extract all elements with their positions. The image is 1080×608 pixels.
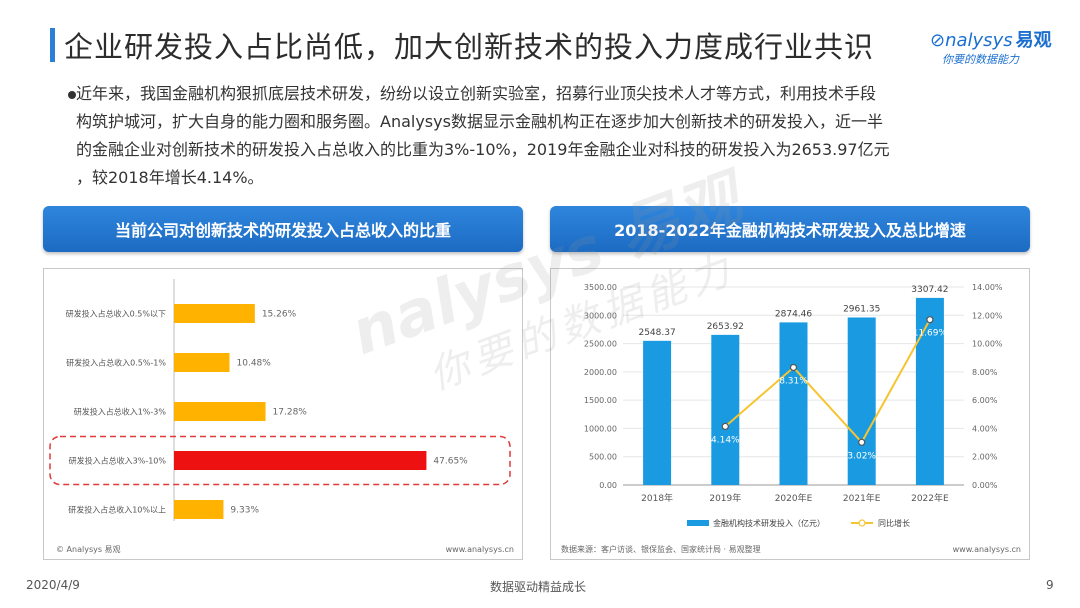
page-title: 企业研发投入占比尚低，加大创新技术的投入力度成行业共识 <box>64 30 875 64</box>
right-chart-header: 2018-2022年金融机构技术研发投入及总比增速 <box>550 206 1030 252</box>
y-tick-label: 1500.00 <box>584 396 617 405</box>
x-tick-label: 2021年E <box>843 492 881 504</box>
data-label: 17.28% <box>273 408 308 418</box>
intro-line: ，较2018年增长4.14%。 <box>76 168 264 187</box>
data-label: 10.48% <box>237 359 272 369</box>
intro-line: 的金融企业对创新技术的研发投入占总收入的比重为3%-10%，2019年金融企业对… <box>76 140 890 159</box>
source-text: 数据来源：客户访谈、银保监会、国家统计局 · 易观整理 <box>561 544 761 554</box>
data-label: 9.33% <box>230 506 259 516</box>
website-text: www.analysys.cn <box>446 545 514 554</box>
bar-value-label: 3307.42 <box>911 285 948 295</box>
growth-value-label: 3.02% <box>847 451 876 461</box>
y2-tick-label: 14.00% <box>972 283 1003 292</box>
category-label: 研发投入占总收入3%-10% <box>69 456 167 466</box>
logo-swoosh-icon: ⊘ <box>930 30 946 51</box>
copyright-text: © Analysys 易观 <box>56 545 121 554</box>
bar <box>711 334 740 485</box>
logo-cn: 易观 <box>1015 30 1052 51</box>
highlight-box <box>49 435 511 486</box>
growth-point <box>789 363 798 372</box>
x-tick-label: 2020年E <box>775 492 813 504</box>
intro-line: 构筑护城河，扩大自身的能力圈和服务圈。Analysys数据显示金融机构正在逐步加… <box>76 112 883 131</box>
y2-tick-label: 0.00% <box>972 481 998 490</box>
left-chart-panel: 研发投入占总收入0.5%以下 15.26% 研发投入占总收入0.5%-1% 10.48… <box>43 268 523 560</box>
y-tick-label: 0.00 <box>599 481 617 490</box>
footer-date: 2020/4/9 <box>26 578 80 592</box>
intro-line: 近年来，我国金融机构狠抓底层技术研发，纷纷以设立创新实验室，招募行业顶尖技术人才… <box>76 84 877 103</box>
page-number: 9 <box>1046 578 1054 592</box>
data-label: 47.65% <box>433 457 468 467</box>
data-label: 15.26% <box>262 310 297 320</box>
bar <box>847 317 876 485</box>
legend-bar-label: 金融机构技术研发投入（亿元） <box>713 518 825 528</box>
y-tick-label: 500.00 <box>589 453 617 462</box>
logo-text: nalysys <box>945 30 1013 51</box>
y2-tick-label: 2.00% <box>972 453 998 462</box>
y-tick-label: 3000.00 <box>584 311 617 320</box>
logo-slogan: 你要的数据能力 <box>942 53 1019 66</box>
growth-value-label: 11.69% <box>913 329 948 339</box>
bar <box>174 304 255 323</box>
growth-line <box>724 319 931 444</box>
y-tick-label: 1000.00 <box>584 424 617 433</box>
website-text: www.analysys.cn <box>953 545 1021 554</box>
bar <box>174 500 224 519</box>
investment-share-bar-chart: 研发投入占总收入0.5%以下 15.26% 研发投入占总收入0.5%-1% 10.48… <box>49 279 514 554</box>
logo-wordmark: ⊘nalysys 易观 <box>930 26 1052 52</box>
left-chart-header: 当前公司对创新技术的研发投入占总收入的比重 <box>43 206 523 252</box>
legend-line-marker <box>858 519 866 527</box>
y2-tick-label: 8.00% <box>972 368 998 377</box>
y-tick-label: 2000.00 <box>584 368 617 377</box>
bar <box>174 402 266 421</box>
bar-value-label: 2961.35 <box>843 304 880 314</box>
category-label: 研发投入占总收入0.5%以下 <box>66 309 166 319</box>
title-accent-bar <box>50 28 55 62</box>
bar <box>915 297 944 485</box>
right-chart-panel: 0.00 500.00 1000.00 1500.00 2000.00 2500.00 30… <box>550 268 1030 560</box>
y-tick-label: 3500.00 <box>584 283 617 292</box>
category-label: 研发投入占总收入0.5%-1% <box>66 358 166 368</box>
bar-value-label: 2653.92 <box>707 322 744 332</box>
bar <box>174 353 230 372</box>
investment-trend-combo-chart: 0.00 500.00 1000.00 1500.00 2000.00 2500.00 30… <box>561 283 1021 554</box>
y2-tick-label: 6.00% <box>972 396 998 405</box>
growth-point <box>721 422 729 431</box>
growth-point <box>926 316 934 324</box>
category-label: 研发投入占总收入1%-3% <box>74 407 167 417</box>
bar <box>643 340 672 485</box>
growth-value-label: 4.14% <box>711 435 740 445</box>
x-tick-label: 2019年 <box>709 492 741 504</box>
y2-tick-label: 4.00% <box>972 424 998 433</box>
y2-tick-label: 12.00% <box>972 311 1003 320</box>
bar-value-label: 2548.37 <box>638 328 675 338</box>
bar <box>779 322 808 485</box>
y-tick-label: 2500.00 <box>584 340 617 349</box>
y2-tick-label: 10.00% <box>972 340 1003 349</box>
intro-paragraph: 近年来，我国金融机构狠抓底层技术研发，纷纷以设立创新实验室，招募行业顶尖技术人才… <box>76 80 1016 192</box>
bar-value-label: 2874.46 <box>775 309 812 319</box>
footer-tagline: 数据驱动精益成长 <box>490 580 587 594</box>
legend-bar-swatch <box>687 520 709 526</box>
x-tick-label: 2018年 <box>641 492 673 504</box>
legend-line-label: 同比增长 <box>878 518 910 528</box>
growth-point <box>858 438 866 446</box>
x-tick-label: 2022年E <box>911 492 949 504</box>
bar <box>174 451 427 470</box>
analysys-logo: ⊘nalysys 易观 你要的数据能力 <box>930 26 1060 70</box>
growth-value-label: 8.31% <box>779 376 808 386</box>
bullet-icon <box>68 91 76 99</box>
category-label: 研发投入占总收入10%以上 <box>68 505 166 515</box>
